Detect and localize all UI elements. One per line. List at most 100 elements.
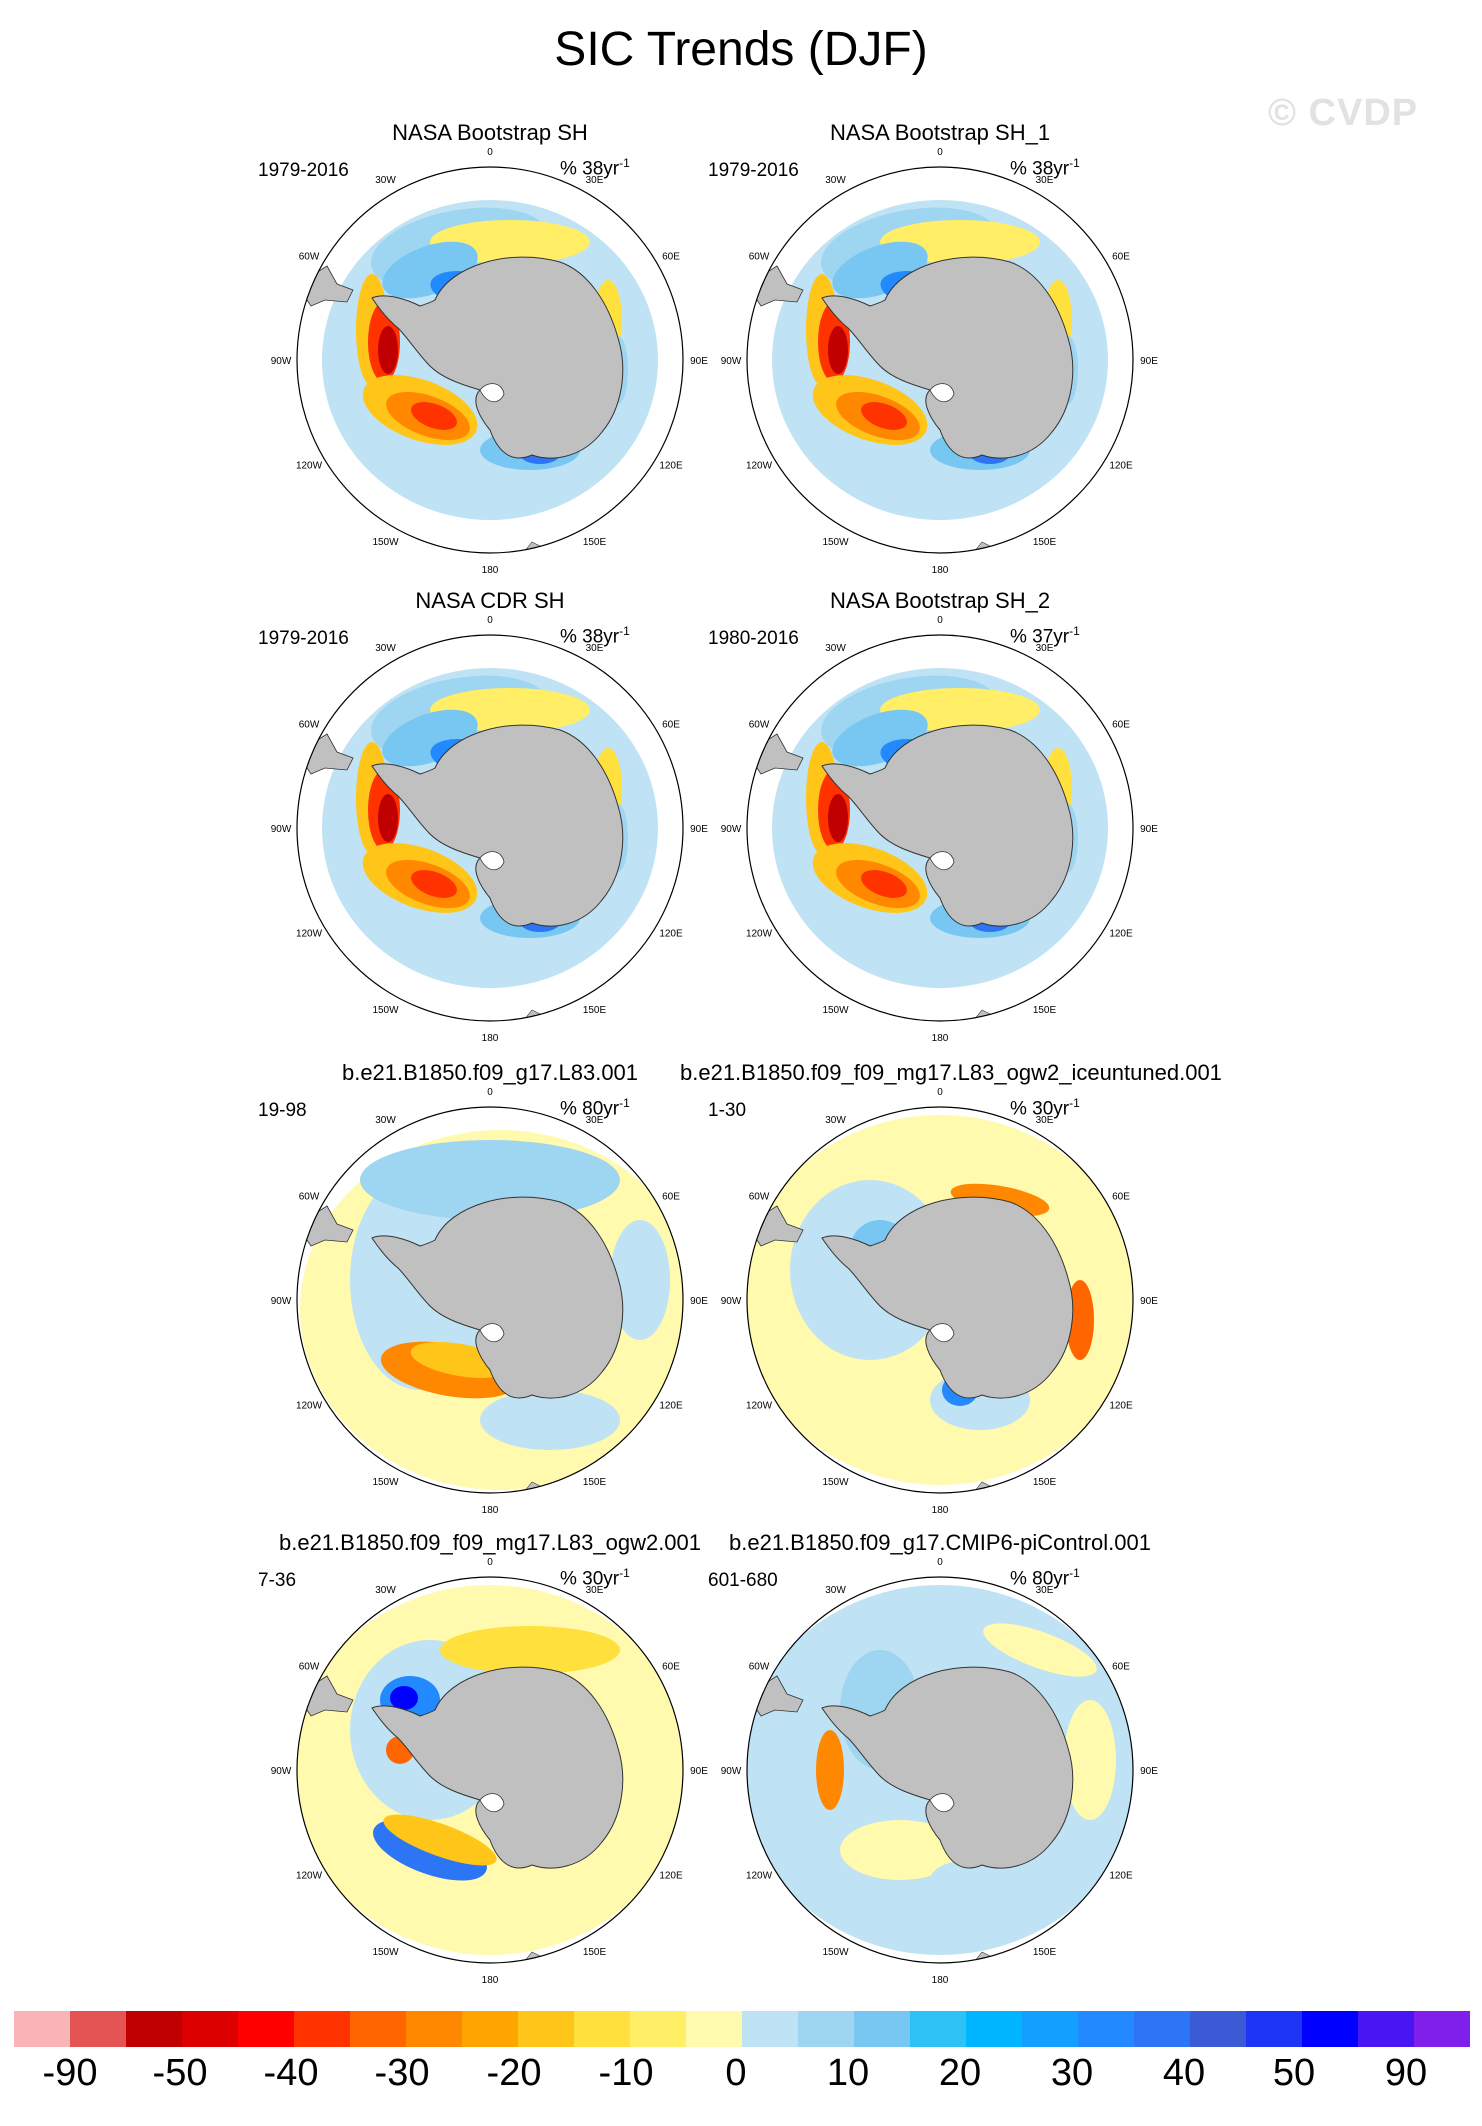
colorbar-swatch bbox=[126, 2011, 182, 2047]
colorbar-swatch bbox=[686, 2011, 742, 2047]
longitude-label: 120W bbox=[746, 929, 773, 940]
colorbar-swatch bbox=[462, 2011, 518, 2047]
longitude-label: 120E bbox=[659, 1871, 683, 1882]
longitude-label: 90W bbox=[721, 1296, 742, 1307]
longitude-label: 150W bbox=[822, 537, 849, 548]
longitude-label: 120E bbox=[1109, 1401, 1133, 1412]
longitude-label: 30W bbox=[825, 643, 846, 654]
panel-units: % 38yr-1 bbox=[1010, 156, 1080, 180]
colorbar-swatch bbox=[1414, 2011, 1470, 2047]
longitude-label: 120W bbox=[296, 1871, 323, 1882]
longitude-label: 150W bbox=[822, 1947, 849, 1958]
sic-field bbox=[297, 1577, 683, 1963]
longitude-label: 30E bbox=[586, 1115, 604, 1126]
longitude-label: 30E bbox=[1036, 643, 1054, 654]
ross-ice-shelf bbox=[929, 383, 955, 403]
colorbar-label: 0 bbox=[725, 2052, 747, 2094]
longitude-label: 180 bbox=[932, 1033, 949, 1044]
colorbar-label: -30 bbox=[374, 2052, 430, 2094]
map-boundary bbox=[296, 634, 684, 1022]
longitude-label: 0 bbox=[937, 615, 943, 626]
colorbar-swatch bbox=[966, 2011, 1022, 2047]
panel-period: 7-36 bbox=[258, 1570, 297, 1591]
panel-title: NASA Bootstrap SH bbox=[392, 120, 588, 145]
sic-field bbox=[747, 1577, 1133, 1963]
longitude-label: 30W bbox=[825, 1115, 846, 1126]
units-text: % 38yr bbox=[1010, 158, 1070, 180]
panel-period: 19-98 bbox=[258, 1100, 307, 1121]
colorbar-swatch bbox=[182, 2011, 238, 2047]
map-panel-5: b.e21.B1850.f09_g17.L83.001 19-98 % 80yr-1… bbox=[230, 1060, 750, 1520]
antarctica-land bbox=[821, 1666, 1074, 1869]
longitude-label: 120E bbox=[1109, 1871, 1133, 1882]
longitude-label: 60W bbox=[299, 252, 320, 263]
polar-map: 0 30E 60E 90E 120E 150E 180 150W 120W 90W 60W 30W bbox=[271, 1557, 709, 1986]
colorbar-swatch bbox=[1302, 2011, 1358, 2047]
longitude-label: 90W bbox=[721, 1766, 742, 1777]
longitude-label: 120W bbox=[296, 461, 323, 472]
longitude-label: 0 bbox=[937, 1557, 943, 1568]
antarctica-land bbox=[371, 256, 624, 459]
figure-title: SIC Trends (DJF) bbox=[554, 23, 928, 76]
colorbar-swatch bbox=[630, 2011, 686, 2047]
antarctica-land bbox=[371, 724, 624, 927]
longitude-label: 30W bbox=[825, 1585, 846, 1596]
trend-contour bbox=[360, 1140, 620, 1220]
longitude-label: 30E bbox=[1036, 1115, 1054, 1126]
sic-field bbox=[747, 635, 1133, 1021]
longitude-label: 60E bbox=[1112, 1662, 1130, 1673]
units-exponent: -1 bbox=[619, 1096, 630, 1110]
ross-ice-shelf bbox=[479, 383, 505, 403]
map-boundary bbox=[296, 166, 684, 554]
trend-contour bbox=[480, 1390, 620, 1450]
units-text: % 30yr bbox=[560, 1568, 620, 1590]
longitude-label: 120E bbox=[1109, 461, 1133, 472]
panel-units: % 38yr-1 bbox=[560, 624, 630, 648]
longitude-label: 150W bbox=[372, 1477, 399, 1488]
longitude-label: 60W bbox=[299, 1662, 320, 1673]
ross-ice-shelf bbox=[479, 1793, 505, 1813]
map-panel-7: b.e21.B1850.f09_f09_mg17.L83_ogw2.001 7-3… bbox=[230, 1530, 750, 1990]
longitude-label: 60E bbox=[1112, 720, 1130, 731]
units-text: % 80yr bbox=[1010, 1568, 1070, 1590]
trend-contour bbox=[411, 402, 457, 430]
units-text: % 38yr bbox=[560, 626, 620, 648]
map-panel-1: NASA Bootstrap SH 1979-2016 % 38yr-1 0 30E 60… bbox=[230, 120, 750, 580]
longitude-label: 30E bbox=[586, 643, 604, 654]
longitude-label: 60W bbox=[749, 720, 770, 731]
longitude-label: 150W bbox=[372, 537, 399, 548]
longitude-label: 60E bbox=[662, 720, 680, 731]
panel-units: % 38yr-1 bbox=[560, 156, 630, 180]
longitude-label: 60E bbox=[1112, 252, 1130, 263]
colorbar-label: 30 bbox=[1050, 2052, 1094, 2094]
trend-contour bbox=[861, 870, 907, 898]
colorbar-swatch bbox=[1022, 2011, 1078, 2047]
ross-ice-shelf bbox=[479, 851, 505, 871]
longitude-label: 30E bbox=[1036, 1585, 1054, 1596]
trend-contour bbox=[610, 1220, 670, 1340]
colorbar-label: -40 bbox=[263, 2052, 319, 2094]
antarctica-land bbox=[821, 1196, 1074, 1399]
units-exponent: -1 bbox=[619, 156, 630, 170]
units-exponent: -1 bbox=[1069, 624, 1080, 638]
colorbar-swatch bbox=[350, 2011, 406, 2047]
panel-units: % 30yr-1 bbox=[1010, 1096, 1080, 1120]
longitude-label: 90E bbox=[690, 824, 708, 835]
panel-period: 1979-2016 bbox=[258, 628, 349, 649]
map-panel-6: b.e21.B1850.f09_f09_mg17.L83_ogw2_iceunt… bbox=[680, 1060, 1222, 1520]
longitude-label: 150E bbox=[1033, 537, 1057, 548]
colorbar-swatch bbox=[294, 2011, 350, 2047]
panel-units: % 30yr-1 bbox=[560, 1566, 630, 1590]
map-panel-4: NASA Bootstrap SH_2 1980-2016 % 37yr-1 0 30E… bbox=[680, 588, 1200, 1048]
longitude-label: 150W bbox=[372, 1005, 399, 1016]
colorbar-swatch bbox=[798, 2011, 854, 2047]
colorbar-swatch bbox=[1358, 2011, 1414, 2047]
longitude-label: 150E bbox=[583, 1947, 607, 1958]
antarctica-land bbox=[371, 1666, 624, 1869]
longitude-label: 90W bbox=[271, 1766, 292, 1777]
colorbar-swatch bbox=[574, 2011, 630, 2047]
colorbar-label: -50 bbox=[152, 2052, 208, 2094]
trend-contour bbox=[816, 1730, 844, 1810]
colorbar-label: -90 bbox=[42, 2052, 98, 2094]
panel-title: b.e21.B1850.f09_g17.L83.001 bbox=[341, 1060, 639, 1085]
